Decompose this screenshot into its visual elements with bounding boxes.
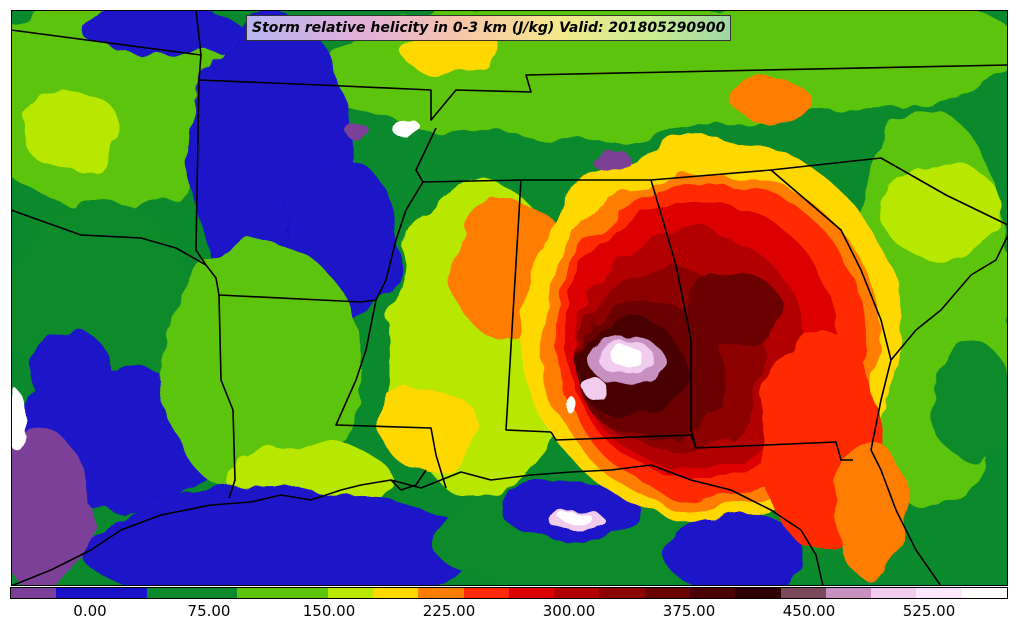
colorbar-segment — [644, 588, 690, 598]
colorbar-tick-label: 225.00 — [422, 602, 476, 620]
helicity-field — [11, 10, 1008, 586]
colorbar-tick-label: 0.00 — [73, 602, 107, 620]
colorbar-segment — [146, 588, 193, 598]
colorbar-segment — [237, 588, 283, 598]
colorbar-segment — [192, 588, 238, 598]
map-title: Storm relative helicity in 0-3 km (J/kg)… — [246, 15, 732, 41]
colorbar-segment — [282, 588, 328, 598]
colorbar-segment — [327, 588, 374, 598]
colorbar-segment — [11, 588, 57, 598]
colorbar-segment — [463, 588, 509, 598]
colorbar-segment — [101, 588, 147, 598]
colorbar-tick-label: 75.00 — [187, 602, 231, 620]
colorbar-tick-label: 150.00 — [302, 602, 356, 620]
colorbar-segment — [56, 588, 102, 598]
colorbar-tick-label: 375.00 — [662, 602, 716, 620]
colorbar-tick-label: 300.00 — [542, 602, 596, 620]
colorbar-segment — [508, 588, 555, 598]
colorbar-segment — [871, 588, 917, 598]
colorbar-tick-label: 450.00 — [782, 602, 836, 620]
colorbar — [10, 587, 1008, 599]
colorbar-tick-label: 525.00 — [902, 602, 956, 620]
colorbar-segment — [689, 588, 736, 598]
colorbar-ticks: 0.00 75.00 150.00 225.00 300.00 375.00 450.00 5… — [0, 602, 1018, 626]
colorbar-segment — [735, 588, 781, 598]
colorbar-segment — [418, 588, 464, 598]
colorbar-segment — [780, 588, 826, 598]
colorbar-segment — [554, 588, 600, 598]
helicity-map — [11, 10, 1008, 586]
helicity-peaks — [11, 118, 664, 530]
colorbar-segment — [916, 588, 962, 598]
colorbar-segment — [373, 588, 419, 598]
colorbar-segment — [825, 588, 872, 598]
colorbar-segment — [961, 588, 1007, 598]
colorbar-segment — [599, 588, 645, 598]
state-boundaries — [11, 10, 1008, 586]
